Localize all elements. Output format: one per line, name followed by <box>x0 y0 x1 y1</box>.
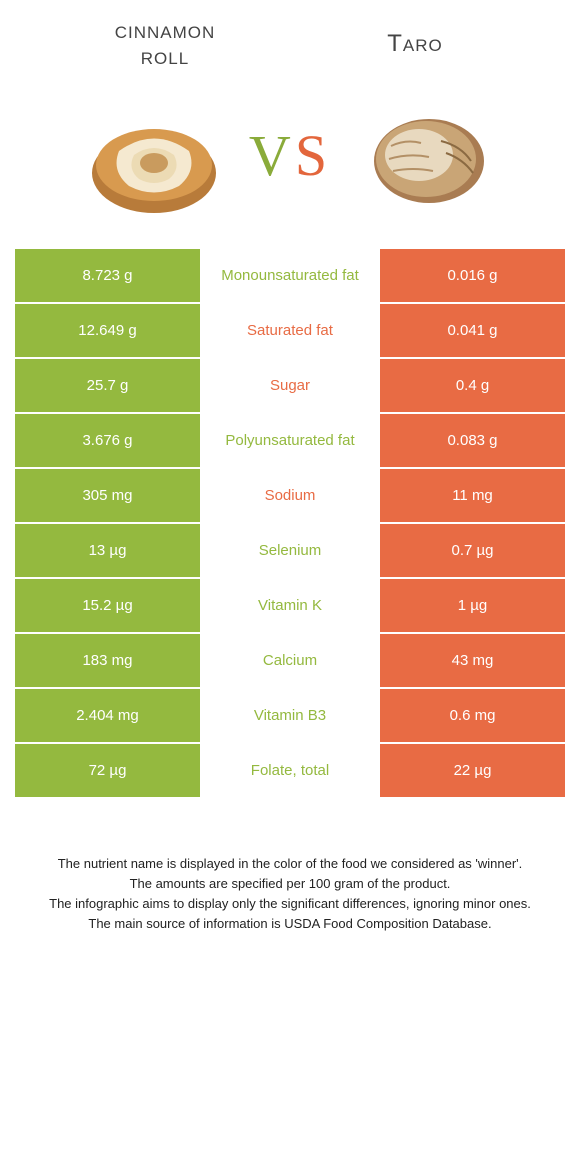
vs-label: V S <box>249 122 331 189</box>
title-left-line1: cinnamon <box>40 18 290 44</box>
cell-mid: Sodium <box>200 469 380 522</box>
cell-right: 0.016 g <box>380 249 565 302</box>
cell-mid: Polyunsaturated fat <box>200 414 380 467</box>
table-row: 25.7 gSugar0.4 g <box>15 359 565 414</box>
table-row: 305 mgSodium11 mg <box>15 469 565 524</box>
table-row: 13 µgSelenium0.7 µg <box>15 524 565 579</box>
cell-mid: Vitamin K <box>200 579 380 632</box>
table-row: 3.676 gPolyunsaturated fat0.083 g <box>15 414 565 469</box>
cell-right: 22 µg <box>380 744 565 797</box>
table-row: 15.2 µgVitamin K1 µg <box>15 579 565 634</box>
cell-mid: Folate, total <box>200 744 380 797</box>
nutrient-table: 8.723 gMonounsaturated fat0.016 g12.649 … <box>15 249 565 799</box>
footer-line: The infographic aims to display only the… <box>30 894 550 914</box>
cell-left: 2.404 mg <box>15 689 200 742</box>
footer-line: The nutrient name is displayed in the co… <box>30 854 550 874</box>
footer-line: The main source of information is USDA F… <box>30 914 550 934</box>
header-titles: cinnamon roll Taro <box>0 0 580 71</box>
taro-image <box>341 91 511 221</box>
page-wrap: cinnamon roll Taro V S <box>0 0 580 934</box>
cell-right: 43 mg <box>380 634 565 687</box>
table-row: 8.723 gMonounsaturated fat0.016 g <box>15 249 565 304</box>
cell-right: 0.083 g <box>380 414 565 467</box>
footer-notes: The nutrient name is displayed in the co… <box>30 854 550 935</box>
cell-mid: Selenium <box>200 524 380 577</box>
vs-s: S <box>295 122 331 189</box>
cell-mid: Vitamin B3 <box>200 689 380 742</box>
vs-row: V S <box>0 91 580 221</box>
table-row: 72 µgFolate, total22 µg <box>15 744 565 799</box>
table-row: 183 mgCalcium43 mg <box>15 634 565 689</box>
title-left: cinnamon roll <box>40 18 290 71</box>
cell-left: 15.2 µg <box>15 579 200 632</box>
cell-left: 12.649 g <box>15 304 200 357</box>
cell-mid: Monounsaturated fat <box>200 249 380 302</box>
cell-left: 25.7 g <box>15 359 200 412</box>
cell-left: 183 mg <box>15 634 200 687</box>
cell-mid: Saturated fat <box>200 304 380 357</box>
cell-left: 8.723 g <box>15 249 200 302</box>
table-row: 2.404 mgVitamin B30.6 mg <box>15 689 565 744</box>
cell-left: 305 mg <box>15 469 200 522</box>
cell-mid: Sugar <box>200 359 380 412</box>
title-right: Taro <box>290 31 540 57</box>
cell-left: 72 µg <box>15 744 200 797</box>
cell-right: 0.6 mg <box>380 689 565 742</box>
cell-right: 0.4 g <box>380 359 565 412</box>
title-left-line2: roll <box>40 44 290 70</box>
table-row: 12.649 gSaturated fat0.041 g <box>15 304 565 359</box>
cell-right: 0.7 µg <box>380 524 565 577</box>
cell-right: 0.041 g <box>380 304 565 357</box>
cell-left: 13 µg <box>15 524 200 577</box>
cell-mid: Calcium <box>200 634 380 687</box>
cell-right: 11 mg <box>380 469 565 522</box>
cinnamon-roll-image <box>69 91 239 221</box>
footer-line: The amounts are specified per 100 gram o… <box>30 874 550 894</box>
cell-right: 1 µg <box>380 579 565 632</box>
vs-v: V <box>249 122 295 189</box>
cell-left: 3.676 g <box>15 414 200 467</box>
